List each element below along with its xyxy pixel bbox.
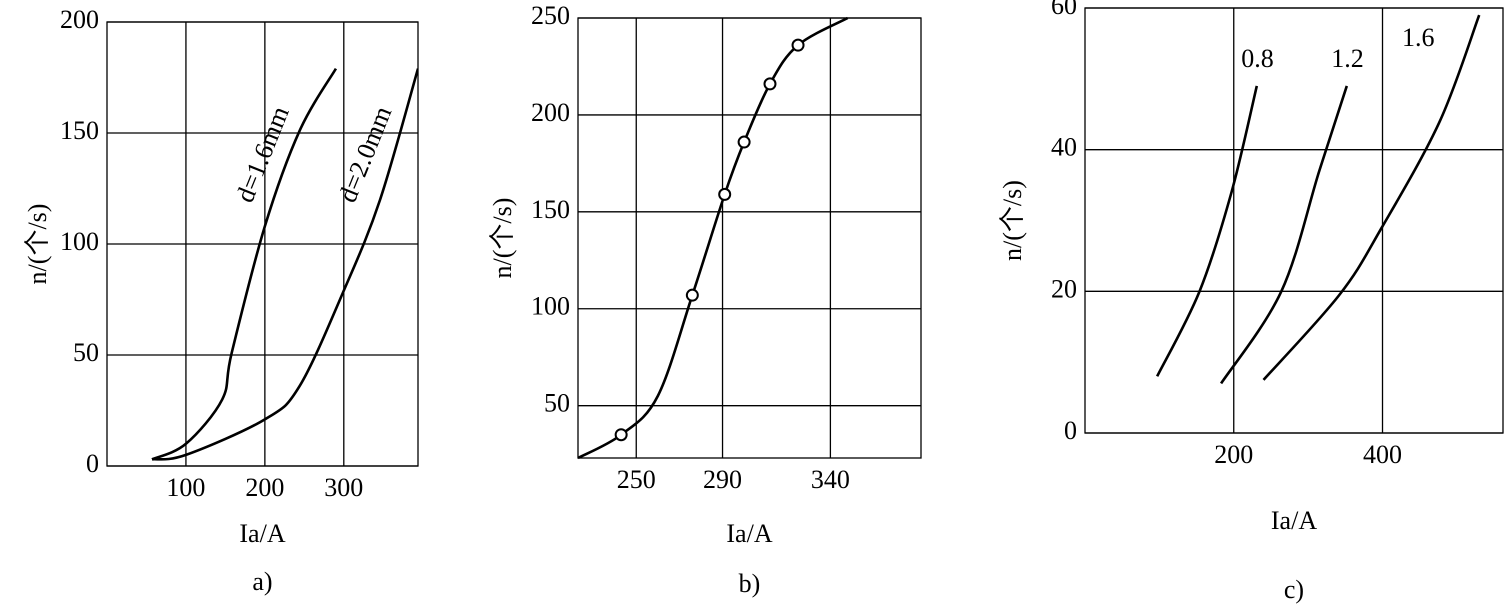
x-tick-label: 100	[166, 473, 205, 502]
plot-area	[1155, 14, 1481, 385]
curve	[1262, 14, 1481, 381]
x-axis-label: Ia/A	[239, 519, 285, 548]
plot-frame	[1084, 7, 1504, 434]
caption: c)	[1284, 575, 1304, 604]
annotation: 0.8	[1241, 44, 1274, 73]
curve	[578, 16, 849, 460]
data-point	[614, 428, 628, 442]
curve	[151, 68, 418, 461]
y-tick-label: 40	[1051, 133, 1077, 162]
y-tick-label: 200	[60, 5, 99, 34]
curve	[1155, 85, 1259, 377]
y-axis-label: n/(个/s)	[998, 180, 1027, 261]
annotation: d=1.6mm	[230, 102, 295, 206]
caption: b)	[739, 569, 761, 598]
y-tick-label: 150	[60, 116, 99, 145]
y-tick-label: 250	[531, 1, 570, 30]
y-tick-label: 0	[86, 449, 99, 478]
y-tick-label: 50	[73, 338, 99, 367]
data-point	[737, 135, 751, 149]
y-tick-label: 0	[1064, 416, 1077, 445]
x-tick-label: 300	[324, 473, 363, 502]
data-point	[685, 288, 699, 302]
curve	[1220, 85, 1349, 385]
annotation: 1.2	[1331, 44, 1364, 73]
plot-area	[578, 16, 849, 460]
x-axis-label: Ia/A	[1271, 506, 1317, 535]
y-tick-label: 20	[1051, 274, 1077, 303]
y-tick-label: 50	[544, 389, 570, 418]
x-tick-label: 200	[245, 473, 284, 502]
y-tick-label: 60	[1051, 0, 1077, 20]
x-tick-label: 400	[1363, 440, 1402, 469]
annotation: 1.6	[1402, 23, 1435, 52]
y-axis-label: n/(个/s)	[488, 198, 517, 279]
plot-frame	[577, 17, 922, 459]
x-tick-label: 250	[617, 465, 656, 494]
x-tick-label: 200	[1214, 440, 1253, 469]
annotation: d=2.0mm	[333, 102, 398, 206]
y-tick-label: 150	[531, 195, 570, 224]
x-axis-label: Ia/A	[726, 519, 772, 548]
curve	[151, 67, 338, 461]
data-point	[791, 38, 805, 52]
y-tick-label: 200	[531, 98, 570, 127]
x-tick-label: 340	[811, 465, 850, 494]
caption: a)	[252, 567, 272, 596]
plot-frame	[106, 21, 419, 467]
x-tick-label: 290	[703, 465, 742, 494]
data-point	[763, 77, 777, 91]
y-tick-label: 100	[531, 292, 570, 321]
data-point	[718, 187, 732, 201]
plot-area	[151, 67, 418, 461]
y-axis-label: n/(个/s)	[23, 204, 52, 285]
y-tick-label: 100	[60, 227, 99, 256]
